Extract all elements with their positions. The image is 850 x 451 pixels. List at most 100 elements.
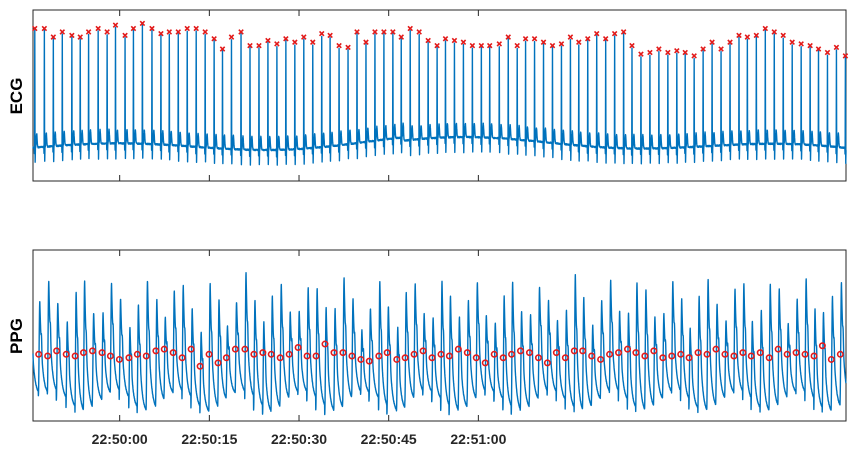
ecg-r-peak-marker <box>95 25 101 32</box>
ppg-pulse-marker <box>267 350 275 358</box>
ecg-trace <box>32 24 847 166</box>
ecg-r-peak-marker <box>514 42 520 49</box>
ppg-pulse-marker <box>196 362 204 370</box>
ecg-r-peak-marker <box>345 44 351 51</box>
ecg-r-peak-marker <box>50 34 57 40</box>
ecg-r-peak-marker <box>815 46 822 52</box>
ppg-pulse-marker <box>419 347 427 355</box>
ecg-r-peak-marker <box>496 41 503 47</box>
ppg-pulse-marker <box>624 345 632 353</box>
ecg-r-peak-marker <box>256 42 262 49</box>
ecg-ylabel: ECG <box>7 78 26 115</box>
ecg-r-peak-marker <box>112 22 119 28</box>
ppg-pulse-marker <box>312 352 320 360</box>
ppg-pulse-marker <box>810 352 818 360</box>
ppg-pulse-marker <box>133 350 141 358</box>
ecg-xticks <box>119 10 479 181</box>
ecg-r-peak-marker <box>718 46 724 52</box>
ppg-pulse-marker <box>231 345 239 353</box>
ecg-r-peak-marker <box>602 36 609 42</box>
ppg-pulse-marker <box>650 347 658 355</box>
ppg-pulse-marker <box>606 350 614 358</box>
ecg-r-peak-marker <box>620 29 627 35</box>
ecg-r-peak-marker <box>381 29 387 35</box>
ecg-r-peak-marker <box>442 36 449 42</box>
ppg-pulse-marker <box>106 352 114 360</box>
ppg-pulse-marker <box>685 354 693 362</box>
ecg-r-peak-marker <box>727 39 733 45</box>
ppg-pulse-marker <box>694 349 702 357</box>
ecg-r-peak-marker <box>842 53 849 59</box>
ecg-r-peak-marker <box>558 41 565 47</box>
ecg-r-peak-marker <box>744 34 751 40</box>
ppg-pulse-marker <box>730 352 738 360</box>
ppg-pulse-marker <box>516 347 524 355</box>
x-tick-label: 22:51:00 <box>450 431 506 447</box>
ecg-r-peak-marker <box>202 29 208 35</box>
ecg-r-peak-marker <box>32 25 38 32</box>
ppg-pulse-marker <box>250 350 258 358</box>
ecg-r-peak-marker <box>158 30 164 37</box>
ppg-pulse-marker <box>169 349 177 357</box>
ppg-pulse-marker <box>383 349 391 357</box>
ppg-pulse-marker <box>428 354 436 362</box>
ppg-pulse-marker <box>348 352 356 360</box>
x-tick-label: 22:50:00 <box>92 431 148 447</box>
ecg-r-peak-marker <box>238 29 244 35</box>
ecg-r-peak-marker <box>149 25 155 32</box>
ppg-pulse-marker <box>463 349 471 357</box>
ppg-pulse-marker <box>774 345 782 353</box>
ppg-pulse-marker <box>62 350 70 358</box>
x-tick-label: 22:50:30 <box>271 431 327 447</box>
ecg-r-peak-marker <box>584 36 591 42</box>
ppg-pulse-marker <box>490 350 498 358</box>
ppg-pulse-marker <box>765 354 773 362</box>
ecg-r-peak-marker <box>593 30 600 37</box>
ppg-pulse-marker <box>534 354 542 362</box>
ecg-r-peak-marker <box>283 36 289 42</box>
ppg-pulse-marker <box>588 352 596 360</box>
ppg-pulse-marker <box>525 349 533 357</box>
ecg-r-peak-marker <box>780 32 786 39</box>
ppg-pulse-marker <box>792 349 800 357</box>
ppg-pulse-marker <box>393 355 401 363</box>
ecg-r-peak-marker <box>674 47 680 54</box>
ecg-panel: ECG <box>7 9 849 182</box>
ppg-pulse-marker <box>44 352 52 360</box>
ppg-pulse-marker <box>659 354 667 362</box>
ppg-pulse-marker <box>756 349 764 357</box>
ecg-r-peak-marker <box>398 34 405 40</box>
ppg-pulse-marker <box>747 352 755 360</box>
ecg-r-peak-marker <box>292 39 298 45</box>
ppg-pulse-marker <box>615 349 623 357</box>
ppg-pulse-marker <box>53 347 61 355</box>
ppg-pulse-marker <box>677 350 685 358</box>
x-tick-label: 22:50:45 <box>361 431 417 447</box>
ppg-pulse-marker <box>187 345 195 353</box>
ppg-pulse-marker <box>142 352 150 360</box>
ecg-r-peak-marker <box>807 42 813 49</box>
ppg-pulse-marker <box>552 349 560 357</box>
ecg-r-peak-marker <box>85 29 92 35</box>
ppg-pulse-marker <box>721 350 729 358</box>
ppg-pulse-marker <box>285 350 293 358</box>
ppg-trace <box>32 272 847 416</box>
ecg-r-peak-marker <box>824 49 831 56</box>
ecg-r-peak-marker <box>638 51 644 57</box>
ppg-pulse-marker <box>561 354 569 362</box>
ecg-r-peak-marker <box>166 29 173 35</box>
ecg-r-peak-marker <box>318 30 325 37</box>
ppg-pulse-marker <box>71 352 79 360</box>
ecg-r-peak-marker <box>505 34 512 40</box>
ecg-r-peak-marker <box>576 39 582 45</box>
ppg-pulse-marker <box>88 347 96 355</box>
ppg-pulse-marker <box>472 354 480 362</box>
ecg-r-peak-marker <box>354 29 360 35</box>
ppg-pulse-marker <box>499 354 507 362</box>
ppg-pulse-marker <box>115 355 123 363</box>
ppg-pulse-marker <box>641 352 649 360</box>
ecg-r-peak-marker <box>211 36 217 42</box>
ecg-r-peak-marker <box>184 25 190 32</box>
ppg-pulse-marker <box>703 350 711 358</box>
ecg-r-peak-marker <box>219 46 226 52</box>
